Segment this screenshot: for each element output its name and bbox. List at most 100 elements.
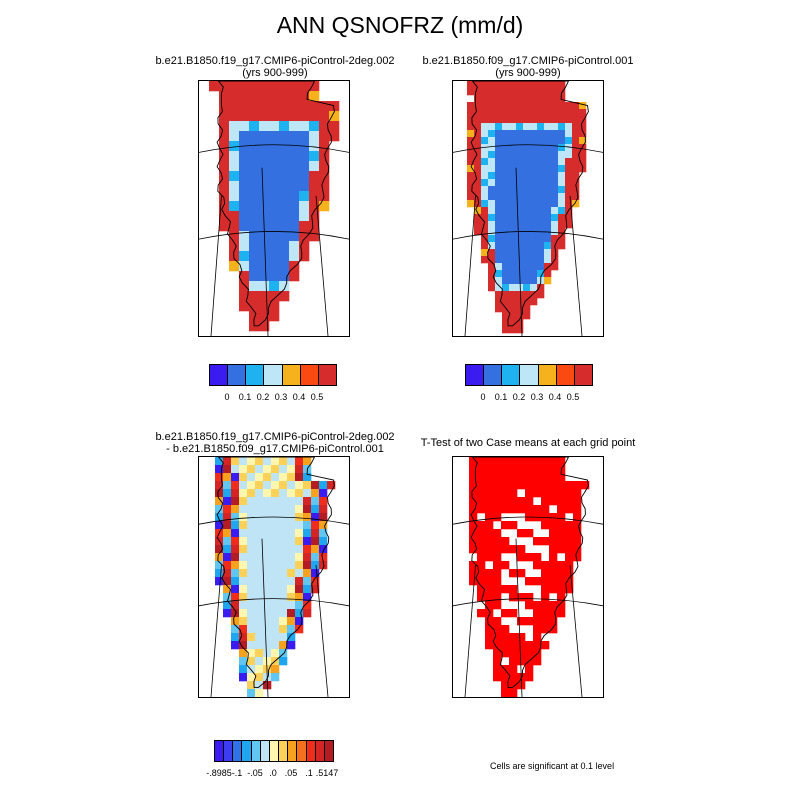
grid-cell (541, 473, 550, 482)
grid-cell (493, 585, 502, 594)
grid-cell (549, 609, 558, 618)
grid-cell (509, 221, 517, 229)
grid-cell (239, 181, 250, 192)
grid-cell (565, 186, 573, 194)
grid-cell (493, 481, 502, 490)
grid-cell (271, 465, 280, 474)
grid-cell (523, 277, 531, 285)
grid-cell (509, 505, 518, 514)
grid-cell (509, 207, 517, 215)
colorbar-difference (214, 740, 334, 762)
grid-cell (573, 497, 582, 506)
grid-cell (269, 211, 280, 222)
grid-cell (223, 553, 232, 562)
grid-cell (303, 529, 312, 538)
grid-cell (537, 200, 545, 208)
grid-cell (523, 214, 531, 222)
grid-cell (485, 481, 494, 490)
grid-cell (474, 144, 482, 152)
grid-cell (287, 577, 296, 586)
grid-cell (247, 545, 256, 554)
grid-cell (488, 214, 496, 222)
grid-cell (516, 81, 524, 89)
grid-cell (493, 465, 502, 474)
grid-cell (573, 521, 582, 530)
grid-cell (495, 228, 503, 236)
grid-cell (255, 577, 264, 586)
grid-cell (541, 609, 550, 618)
grid-cell (229, 81, 240, 92)
grid-cell (551, 116, 559, 124)
grid-cell (481, 165, 489, 173)
grid-cell (541, 505, 550, 514)
grid-cell (523, 193, 531, 201)
grid-cell (581, 481, 590, 490)
grid-cell (474, 123, 482, 131)
grid-cell (299, 211, 310, 222)
grid-cell (249, 271, 260, 282)
grid-cell (239, 231, 250, 242)
grid-cell (493, 553, 502, 562)
grid-cell (269, 181, 280, 192)
grid-cell (530, 193, 538, 201)
grid-cell (477, 545, 486, 554)
grid-cell (309, 181, 320, 192)
grid-cell (565, 151, 573, 159)
grid-cell (501, 665, 510, 674)
grid-cell (565, 553, 574, 562)
grid-cell (558, 172, 566, 180)
grid-cell (488, 186, 496, 194)
grid-cell (289, 191, 300, 202)
grid-cell (467, 116, 475, 124)
grid-cell (533, 625, 542, 634)
colorbar-swatch (306, 741, 316, 761)
grid-cell (215, 569, 224, 578)
grid-cell (537, 116, 545, 124)
grid-cell (231, 537, 240, 546)
grid-cell (523, 235, 531, 243)
panel-4-ttest-label: T-Test of two Case means at each grid po… (420, 437, 636, 449)
grid-cell (271, 585, 280, 594)
grid-cell (279, 553, 288, 562)
grid-cell (223, 505, 232, 514)
grid-cell (299, 231, 310, 242)
grid-cell (537, 109, 545, 117)
grid-cell (530, 81, 538, 89)
grid-cell (279, 569, 288, 578)
grid-cell (509, 609, 518, 618)
grid-cell (269, 151, 280, 162)
grid-cell (530, 123, 538, 131)
grid-cell (493, 625, 502, 634)
grid-cell (495, 242, 503, 250)
grid-cell (551, 186, 559, 194)
grid-cell (249, 291, 260, 302)
grid-cell (551, 200, 559, 208)
grid-cell (551, 228, 559, 236)
grid-cell (319, 529, 328, 538)
grid-cell (219, 141, 230, 152)
grid-cell (239, 291, 250, 302)
grid-cell (239, 505, 248, 514)
grid-cell (509, 277, 517, 285)
grid-cell (247, 609, 256, 618)
grid-cell (287, 593, 296, 602)
grid-cell (319, 101, 330, 112)
grid-cell (485, 529, 494, 538)
colorbar-tick-label: 0.5 (566, 392, 580, 402)
grid-cell (502, 207, 510, 215)
grid-cell (239, 151, 250, 162)
grid-cell (279, 191, 290, 202)
grid-cell (269, 221, 280, 232)
grid-cell (229, 121, 240, 132)
grid-cell (523, 256, 531, 264)
grid-cell (495, 88, 503, 96)
grid-cell (525, 473, 534, 482)
grid-cell (299, 151, 310, 162)
grid-cell (229, 211, 240, 222)
grid-cell (255, 465, 264, 474)
grid-cell (485, 569, 494, 578)
grid-cell (495, 95, 503, 103)
grid-cell (509, 681, 518, 690)
grid-cell (287, 553, 296, 562)
grid-cell (271, 537, 280, 546)
